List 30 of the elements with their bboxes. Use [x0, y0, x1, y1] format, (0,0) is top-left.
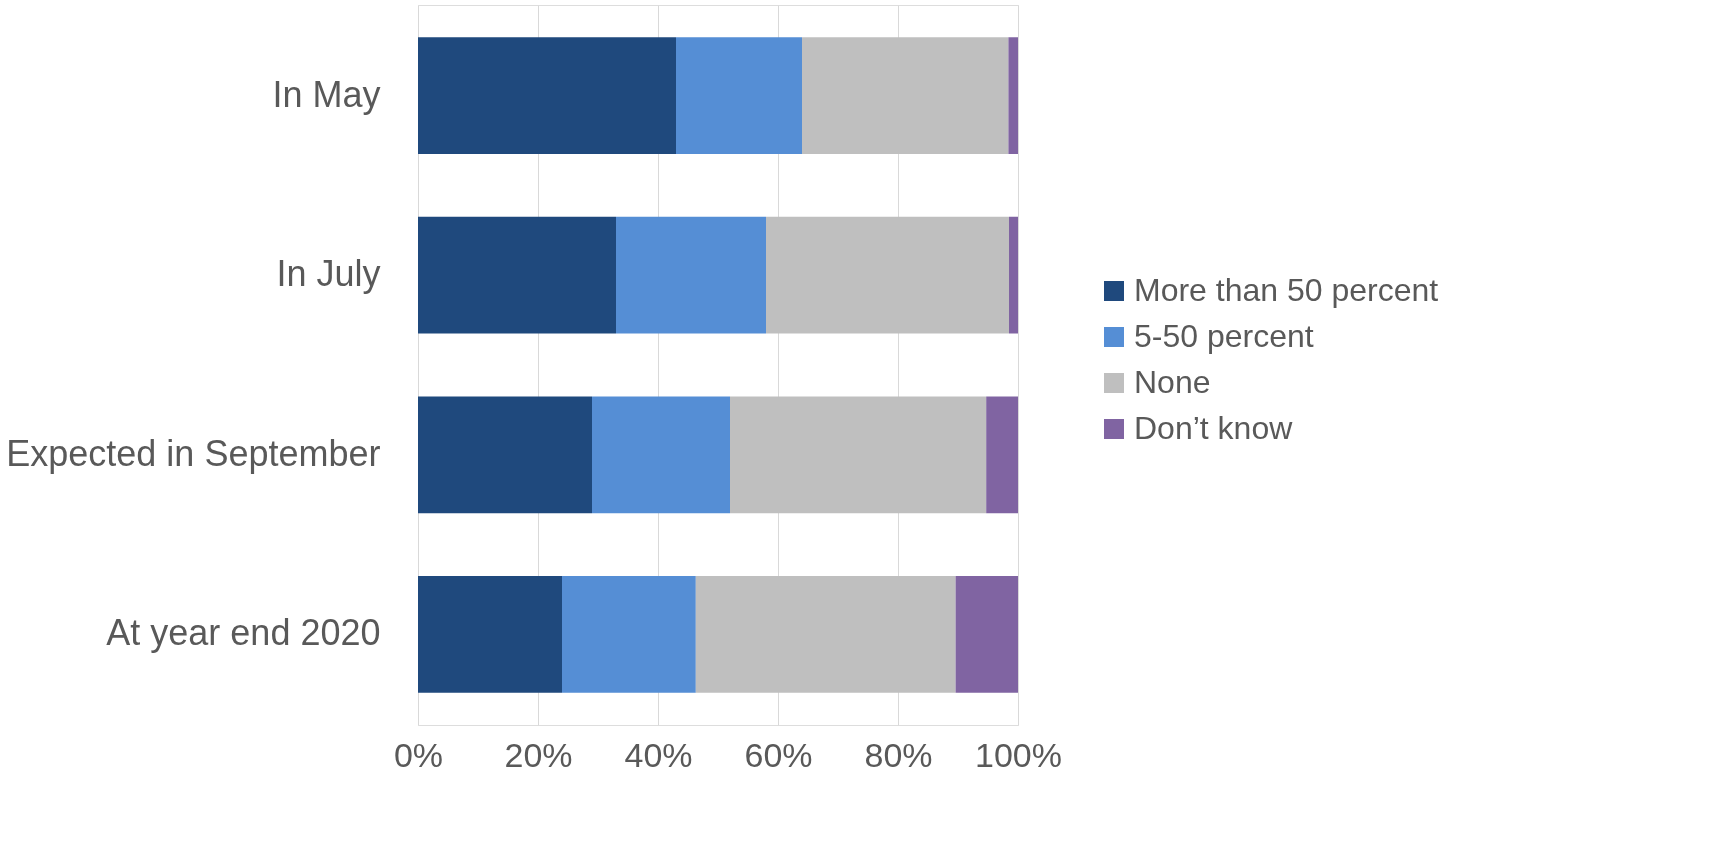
- bar: [418, 37, 676, 155]
- x-tick-label: 60%: [744, 735, 813, 774]
- legend-label: 5-50 percent: [1134, 318, 1314, 354]
- bar: [676, 37, 802, 155]
- legend-label: Don’t know: [1134, 410, 1294, 446]
- bar: [766, 216, 1009, 334]
- y-tick-label: In July: [276, 253, 381, 295]
- bar: [418, 396, 592, 514]
- bar: [616, 216, 766, 334]
- bar: [802, 37, 1009, 155]
- bar: [562, 575, 696, 693]
- y-tick-label: At year end 2020: [106, 612, 381, 654]
- legend-label: More than 50 percent: [1134, 272, 1439, 308]
- bar: [986, 396, 1018, 514]
- bar: [1009, 216, 1018, 334]
- bar: [1008, 37, 1018, 155]
- legend-label: None: [1134, 364, 1211, 400]
- x-tick-label: 40%: [624, 735, 693, 774]
- x-tick-label: 20%: [504, 735, 573, 774]
- x-tick-label: 0%: [393, 735, 444, 774]
- bar: [592, 396, 730, 514]
- y-tick-label: In May: [272, 73, 381, 115]
- bar: [418, 575, 562, 693]
- x-tick-label: 80%: [864, 735, 933, 774]
- bar: [695, 575, 956, 693]
- bar: [955, 575, 1018, 693]
- bar: [418, 216, 616, 334]
- x-tick-label: 100%: [975, 735, 1062, 774]
- y-tick-label: Expected in September: [6, 432, 381, 474]
- bar: [730, 396, 987, 514]
